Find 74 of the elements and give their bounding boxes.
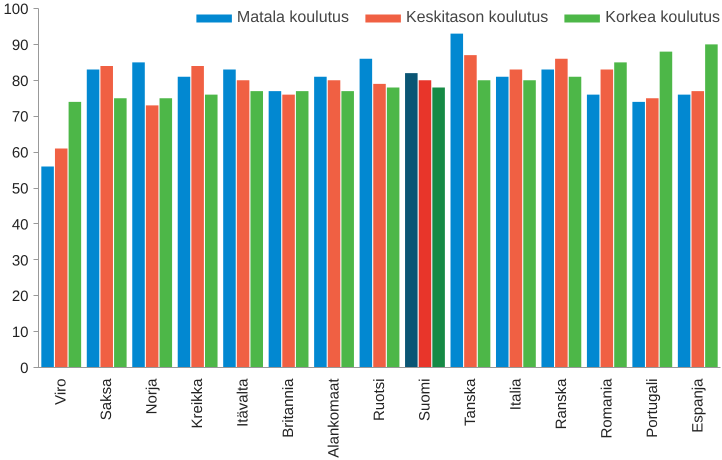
x-tick-label: Itävalta <box>234 378 252 427</box>
bar <box>114 98 127 368</box>
x-tick-label: Saksa <box>98 378 116 420</box>
y-tick-label: 80 <box>12 72 29 90</box>
bar <box>328 80 340 368</box>
x-tick-label: Ruotsi <box>371 378 388 422</box>
bar <box>418 80 432 368</box>
x-tick-label: Kreikka <box>189 378 206 429</box>
bar <box>314 76 327 368</box>
bar <box>678 94 690 368</box>
legend-label: Matala koulutus <box>236 9 349 27</box>
y-tick-label: 50 <box>12 180 29 198</box>
bar <box>205 94 218 368</box>
bar <box>450 34 464 368</box>
bar <box>373 84 386 368</box>
legend-label: Korkea koulutus <box>605 9 720 27</box>
bar <box>100 66 113 368</box>
y-tick-label: 20 <box>12 288 29 306</box>
bar <box>510 70 522 368</box>
bar <box>586 94 600 368</box>
bar <box>478 80 490 368</box>
y-tick-label: 60 <box>12 144 29 162</box>
x-tick-label: Suomi <box>416 378 434 422</box>
x-tick-label: Espanja <box>689 378 706 433</box>
y-tick-label: 10 <box>12 324 29 342</box>
bar <box>360 58 372 368</box>
x-tick-label: Italia <box>507 378 524 410</box>
bar <box>282 94 295 368</box>
bar <box>568 76 582 368</box>
bar <box>223 70 236 368</box>
bar <box>54 148 68 368</box>
bar <box>68 102 82 368</box>
bar <box>691 91 704 368</box>
x-tick-label: Britannia <box>280 378 298 438</box>
y-tick-label: 30 <box>12 252 29 270</box>
bar <box>341 91 354 368</box>
bar <box>386 87 400 368</box>
bar <box>178 76 190 368</box>
bar <box>41 166 54 368</box>
x-tick-label: Norja <box>144 378 161 414</box>
x-tick-label: Romania <box>598 378 616 439</box>
bar <box>632 102 645 368</box>
x-tick-label: Portugali <box>644 378 661 438</box>
bar <box>541 70 554 368</box>
bar <box>268 91 282 368</box>
y-tick-label: 100 <box>3 1 29 18</box>
x-tick-label: Alankomaat <box>326 378 343 458</box>
bar <box>660 52 672 368</box>
bar <box>555 58 568 368</box>
bar <box>646 98 659 368</box>
y-tick-label: 40 <box>12 216 29 234</box>
bar <box>236 80 250 368</box>
bar <box>614 62 627 368</box>
bar <box>160 98 172 368</box>
bar <box>523 80 536 368</box>
bar <box>705 44 718 368</box>
bar <box>464 55 477 368</box>
bar <box>250 91 264 368</box>
bar <box>600 70 614 368</box>
bar <box>432 87 445 368</box>
x-tick-label: Tanska <box>462 378 479 426</box>
bar <box>86 70 100 368</box>
bar <box>146 105 158 368</box>
y-tick-label: 90 <box>12 36 29 54</box>
legend-label: Keskitason koulutus <box>406 9 548 27</box>
y-tick-label: 0 <box>20 360 28 377</box>
bar <box>132 62 145 368</box>
x-tick-label: Viro <box>52 378 70 405</box>
bar <box>191 66 204 368</box>
bar <box>405 73 418 368</box>
y-tick-label: 70 <box>12 108 29 126</box>
bar <box>496 76 509 368</box>
bar <box>296 91 308 368</box>
x-tick-label: Ranska <box>552 378 570 430</box>
